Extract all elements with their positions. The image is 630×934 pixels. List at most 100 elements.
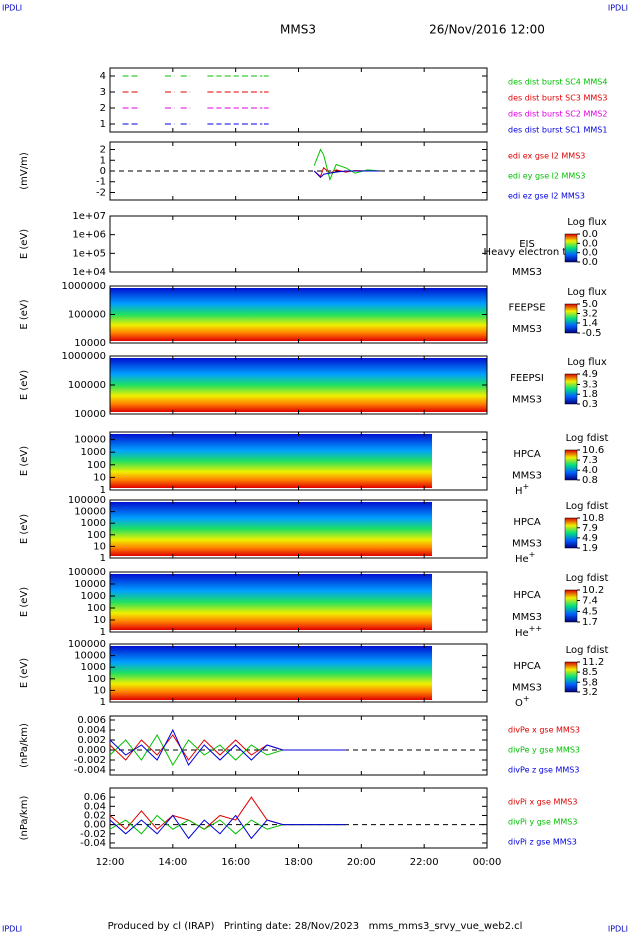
instrument-label: HPCA bbox=[513, 661, 541, 672]
panel-frame bbox=[109, 215, 488, 273]
panel-frame bbox=[109, 67, 488, 133]
species-base: O bbox=[515, 698, 523, 709]
y-tick-label: 10000 bbox=[74, 435, 106, 446]
y-axis-label: E (eV) bbox=[19, 587, 30, 617]
colorbar-title: Log flux bbox=[567, 287, 607, 298]
date: 26/Nov/2016 12:00 bbox=[429, 23, 545, 37]
colorbar-tick-label: 0.0 bbox=[582, 238, 598, 249]
y-tick-label: 1 bbox=[100, 485, 106, 496]
colorbar-tick-label: 0.0 bbox=[582, 257, 598, 268]
instrument-label: EIS bbox=[519, 239, 535, 250]
legend-entry: divPe z gse MMS3 bbox=[508, 766, 579, 775]
y-tick-label: 100000 bbox=[68, 380, 106, 391]
colorbar-tick-label: 3.2 bbox=[582, 308, 598, 319]
x-tick-label: 12:00 bbox=[96, 857, 125, 868]
legend-entry: edi ey gse l2 MMS3 bbox=[508, 172, 586, 181]
species-base: He bbox=[515, 628, 529, 639]
legend-entry: divPi x gse MMS3 bbox=[508, 798, 577, 807]
spectrogram-coverage bbox=[110, 434, 433, 488]
colorbar-title: Log fdist bbox=[566, 433, 609, 444]
colorbar-tick-label: 11.2 bbox=[582, 657, 604, 668]
y-tick-label: 100 bbox=[87, 674, 106, 685]
corner-label: IPDLI bbox=[2, 925, 22, 934]
y-tick-label: 10000 bbox=[74, 507, 106, 518]
species-charge: + bbox=[523, 482, 530, 491]
y-tick-label: -0.004 bbox=[74, 765, 106, 776]
instrument-label: HPCA bbox=[513, 590, 541, 601]
species-base: He bbox=[515, 554, 529, 565]
y-tick-label: 100 bbox=[87, 530, 106, 541]
colorbar-tick-label: 4.9 bbox=[582, 533, 598, 544]
colorbar-tick-label: 7.3 bbox=[582, 455, 598, 466]
colorbar-tick-label: 1.4 bbox=[582, 318, 598, 329]
y-tick-label: 1000 bbox=[81, 662, 106, 673]
y-tick-label: 1000 bbox=[81, 518, 106, 529]
y-tick-label: 3 bbox=[100, 87, 106, 98]
colorbar bbox=[564, 449, 578, 481]
y-axis-label: E (eV) bbox=[19, 229, 30, 259]
legend-entry: des dist burst SC3 MMS3 bbox=[508, 94, 607, 103]
y-axis-label: E (eV) bbox=[19, 514, 30, 544]
y-tick-label: 1 bbox=[100, 553, 106, 564]
instrument-label: MMS3 bbox=[512, 539, 542, 550]
x-tick-label: 16:00 bbox=[221, 857, 250, 868]
species-label: He+ bbox=[515, 550, 535, 566]
colorbar-tick-label: -0.5 bbox=[582, 328, 602, 339]
colorbar-tick-label: 7.9 bbox=[582, 523, 598, 534]
y-tick-label: 1e+04 bbox=[72, 267, 106, 278]
species-label: O+ bbox=[515, 694, 530, 710]
y-tick-label: 1 bbox=[100, 155, 106, 166]
colorbar-tick-label: 7.4 bbox=[582, 596, 598, 607]
colorbar bbox=[564, 517, 578, 549]
colorbar-tick-label: 4.0 bbox=[582, 465, 598, 476]
colorbar-tick-label: 1.7 bbox=[582, 617, 598, 628]
y-tick-label: 1000000 bbox=[61, 351, 106, 362]
species-base: H bbox=[515, 486, 523, 497]
colorbar-tick-label: 1.8 bbox=[582, 389, 598, 400]
colorbar-tick-label: 5.8 bbox=[582, 677, 598, 688]
y-tick-label: 4 bbox=[100, 71, 106, 82]
instrument-label: MMS3 bbox=[512, 683, 542, 694]
colorbar-title: Log fdist bbox=[566, 573, 609, 584]
colorbar-tick-label: 10.6 bbox=[582, 445, 604, 456]
colorbar-tick-label: 0.3 bbox=[582, 399, 598, 410]
y-tick-label: 10000 bbox=[74, 651, 106, 662]
corner-label: IPDLI bbox=[2, 4, 22, 13]
colorbar-tick-label: 3.2 bbox=[582, 687, 598, 698]
colorbar-tick-label: 8.5 bbox=[582, 667, 598, 678]
y-tick-label: 0.002 bbox=[77, 735, 106, 746]
y-axis-label: E (eV) bbox=[19, 658, 30, 688]
series-line bbox=[313, 170, 381, 179]
x-tick-label: 14:00 bbox=[158, 857, 187, 868]
instrument-label: MMS3 bbox=[512, 267, 542, 278]
colorbar-tick-label: 4.5 bbox=[582, 606, 598, 617]
instrument-label: MMS3 bbox=[512, 612, 542, 623]
colorbar-tick-label: 5.0 bbox=[582, 299, 598, 310]
y-tick-label: 100000 bbox=[68, 310, 106, 321]
y-axis-label: E (eV) bbox=[19, 370, 30, 400]
series-line bbox=[109, 728, 346, 766]
y-tick-label: 1e+05 bbox=[72, 248, 106, 259]
y-tick-label: 0 bbox=[100, 166, 106, 177]
species-label: He++ bbox=[515, 624, 542, 640]
y-tick-label: 1 bbox=[100, 627, 106, 638]
y-tick-label: 100 bbox=[87, 603, 106, 614]
species-charge: + bbox=[523, 694, 530, 703]
y-tick-label: 10 bbox=[93, 472, 106, 483]
y-tick-label: -0.002 bbox=[74, 755, 106, 766]
legend-entry: edi ez gse l2 MMS3 bbox=[508, 192, 585, 201]
legend-entry: divPi z gse MMS3 bbox=[508, 838, 577, 847]
y-axis-label: (nPa/km) bbox=[19, 723, 30, 768]
y-tick-label: 1000 bbox=[81, 447, 106, 458]
species-charge: ++ bbox=[529, 624, 542, 633]
y-tick-label: 1000000 bbox=[61, 281, 106, 292]
species-charge: + bbox=[529, 550, 536, 559]
colorbar-title: Log fdist bbox=[566, 501, 609, 512]
colorbar-tick-label: 4.9 bbox=[582, 369, 598, 380]
y-tick-label: 0.004 bbox=[77, 725, 106, 736]
legend-entry: des dist burst SC4 MMS4 bbox=[508, 78, 607, 87]
instrument-label: MMS3 bbox=[512, 471, 542, 482]
y-tick-label: 100 bbox=[87, 460, 106, 471]
instrument-label: FEEPSE bbox=[508, 303, 545, 314]
